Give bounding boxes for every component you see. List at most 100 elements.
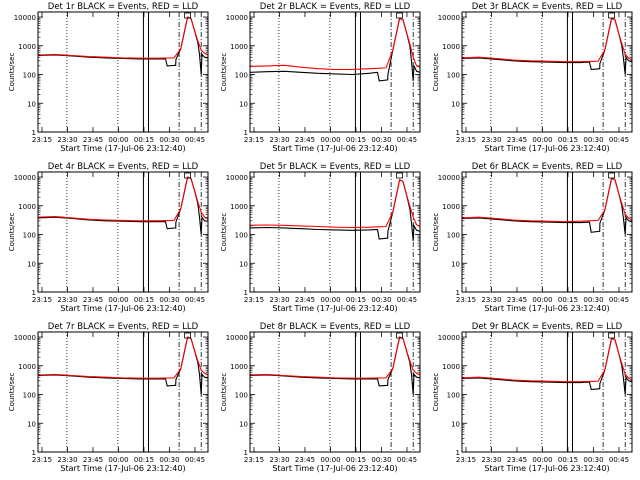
x-tick-label: 23:45 bbox=[507, 456, 527, 464]
x-tick-label: 00:45 bbox=[609, 456, 629, 464]
y-tick-label: 100 bbox=[23, 72, 36, 80]
x-axis-label: Start Time (17-Jul-06 23:12:40) bbox=[272, 304, 397, 313]
y-tick-label: 1000 bbox=[18, 43, 36, 51]
x-tick-label: 23:45 bbox=[83, 456, 103, 464]
y-tick-label: 1 bbox=[32, 449, 36, 457]
x-axis-label: Start Time (17-Jul-06 23:12:40) bbox=[60, 464, 185, 473]
det-panel-2: Det 2r BLACK = Events, RED = LLD 1 10 100 10… bbox=[220, 2, 421, 153]
plot-frame bbox=[249, 11, 421, 133]
peak-marker bbox=[396, 172, 404, 179]
y-tick-label: 10 bbox=[27, 100, 36, 108]
x-tick-label: 00:30 bbox=[159, 136, 179, 144]
plot-frame bbox=[461, 11, 633, 133]
det-panel-8: Det 8r BLACK = Events, RED = LLD 1 10 100 10… bbox=[220, 322, 421, 473]
panel-title: Det 4r BLACK = Events, RED = LLD bbox=[48, 162, 199, 172]
y-tick-label: 1 bbox=[244, 289, 248, 297]
det-panel-5: Det 5r BLACK = Events, RED = LLD 1 10 100 10… bbox=[220, 162, 421, 313]
x-tick-label: 00:45 bbox=[397, 136, 417, 144]
x-tick-label: 23:15 bbox=[244, 136, 264, 144]
x-tick-label: 23:30 bbox=[57, 296, 77, 304]
y-axis-label: Counts/sec bbox=[432, 213, 440, 252]
panel-title: Det 9r BLACK = Events, RED = LLD bbox=[472, 322, 623, 332]
x-tick-label: 00:30 bbox=[583, 296, 603, 304]
panel-title: Det 7r BLACK = Events, RED = LLD bbox=[48, 322, 199, 332]
y-tick-label: 1 bbox=[456, 289, 460, 297]
x-tick-label: 00:00 bbox=[532, 136, 552, 144]
series-lld bbox=[37, 336, 209, 379]
x-axis-label: Start Time (17-Jul-06 23:12:40) bbox=[272, 144, 397, 153]
y-tick-label: 10000 bbox=[226, 14, 248, 22]
y-tick-label: 10000 bbox=[226, 174, 248, 182]
series-lld bbox=[37, 16, 209, 59]
x-tick-label: 00:15 bbox=[346, 296, 366, 304]
x-tick-label: 23:45 bbox=[295, 136, 315, 144]
series-events bbox=[37, 176, 209, 235]
x-tick-label: 23:45 bbox=[295, 456, 315, 464]
y-axis-label: Counts/sec bbox=[432, 373, 440, 412]
y-axis-label: Counts/sec bbox=[8, 373, 16, 412]
y-tick-label: 100 bbox=[447, 232, 460, 240]
series-events bbox=[461, 337, 633, 395]
y-tick-label: 1000 bbox=[230, 203, 248, 211]
x-tick-label: 00:00 bbox=[320, 456, 340, 464]
series-events bbox=[37, 336, 209, 395]
y-tick-label: 100 bbox=[235, 232, 248, 240]
y-tick-label: 10000 bbox=[14, 14, 36, 22]
y-tick-label: 10 bbox=[27, 260, 36, 268]
y-tick-label: 100 bbox=[447, 72, 460, 80]
x-tick-label: 23:15 bbox=[32, 296, 52, 304]
x-tick-label: 00:15 bbox=[558, 136, 578, 144]
y-tick-label: 100 bbox=[235, 392, 248, 400]
x-tick-label: 00:15 bbox=[346, 136, 366, 144]
x-tick-label: 23:15 bbox=[244, 456, 264, 464]
y-tick-label: 1000 bbox=[230, 363, 248, 371]
panel-title: Det 6r BLACK = Events, RED = LLD bbox=[472, 162, 623, 172]
det-panel-4: Det 4r BLACK = Events, RED = LLD 1 10 100 10… bbox=[8, 162, 209, 313]
y-tick-label: 1 bbox=[32, 289, 36, 297]
y-tick-label: 10 bbox=[451, 260, 460, 268]
det-panel-7: Det 7r BLACK = Events, RED = LLD 1 10 100 10… bbox=[8, 322, 209, 473]
y-tick-label: 1 bbox=[456, 449, 460, 457]
series-lld bbox=[461, 337, 633, 383]
plot-frame bbox=[37, 171, 209, 293]
series-events bbox=[461, 17, 633, 75]
y-axis-label: Counts/sec bbox=[220, 53, 228, 92]
y-tick-label: 10000 bbox=[14, 174, 36, 182]
plot-frame bbox=[461, 171, 633, 293]
x-tick-label: 00:30 bbox=[159, 296, 179, 304]
x-axis-label: Start Time (17-Jul-06 23:12:40) bbox=[272, 464, 397, 473]
plot-frame bbox=[461, 331, 633, 453]
y-tick-label: 100 bbox=[447, 392, 460, 400]
x-axis-label: Start Time (17-Jul-06 23:12:40) bbox=[484, 144, 609, 153]
x-tick-label: 23:15 bbox=[32, 456, 52, 464]
y-axis-label: Counts/sec bbox=[220, 213, 228, 252]
x-tick-label: 23:15 bbox=[456, 296, 476, 304]
y-tick-label: 10000 bbox=[438, 14, 460, 22]
series-lld bbox=[461, 17, 633, 63]
x-tick-label: 00:00 bbox=[532, 296, 552, 304]
x-tick-label: 00:30 bbox=[583, 136, 603, 144]
panel-title: Det 1r BLACK = Events, RED = LLD bbox=[48, 2, 199, 12]
det-panel-1: Det 1r BLACK = Events, RED = LLD 1 10 100 10… bbox=[8, 2, 209, 153]
y-tick-label: 100 bbox=[23, 232, 36, 240]
x-tick-label: 00:45 bbox=[397, 296, 417, 304]
peak-marker bbox=[608, 12, 615, 19]
x-tick-label: 00:30 bbox=[371, 456, 391, 464]
x-tick-label: 23:45 bbox=[83, 136, 103, 144]
panel-title: Det 3r BLACK = Events, RED = LLD bbox=[472, 2, 623, 12]
x-tick-label: 00:30 bbox=[159, 456, 179, 464]
panel-title: Det 2r BLACK = Events, RED = LLD bbox=[260, 2, 411, 12]
series-lld bbox=[249, 17, 421, 71]
x-tick-label: 23:30 bbox=[57, 136, 77, 144]
x-tick-label: 23:45 bbox=[507, 136, 527, 144]
series-events bbox=[461, 177, 633, 235]
series-lld bbox=[37, 176, 209, 222]
peak-marker bbox=[396, 12, 404, 19]
x-tick-label: 00:15 bbox=[558, 296, 578, 304]
y-tick-label: 1000 bbox=[442, 363, 460, 371]
x-tick-label: 00:45 bbox=[397, 456, 417, 464]
y-tick-label: 10 bbox=[239, 260, 248, 268]
x-tick-label: 00:00 bbox=[108, 136, 128, 144]
series-lld bbox=[249, 178, 421, 229]
y-axis-label: Counts/sec bbox=[432, 53, 440, 92]
